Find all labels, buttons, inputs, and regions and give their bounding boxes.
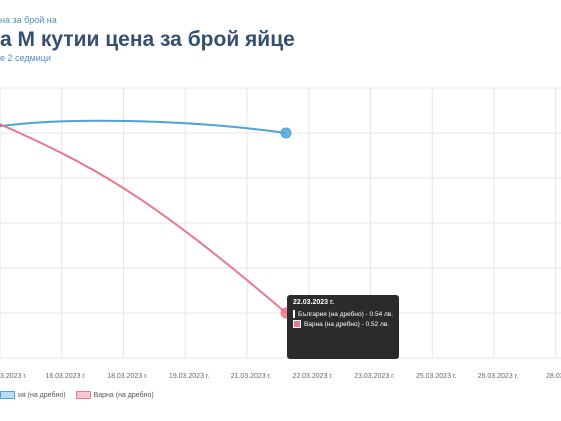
x-tick-label-7: 25.03.2023 г.	[416, 373, 457, 380]
tooltip-label-bulgaria: България (на дребно) - 0.54 лв.	[298, 310, 394, 318]
x-tick-label-4: 21.03.2023 г.	[231, 373, 272, 380]
x-tick-label-3: 19.03.2023 г.	[169, 373, 210, 380]
series-line-varna	[0, 123, 287, 314]
legend-swatch-varna	[75, 391, 91, 399]
legend-item-varna[interactable]: Варна (на дребно)	[75, 391, 154, 399]
tooltip-date: 22.03.2023 г.	[293, 299, 335, 306]
series-point-bulgaria	[280, 127, 292, 139]
x-tick-label-2: 18.03.2023 г.	[107, 373, 148, 380]
x-tick-label-0: 3.2023 г.	[0, 373, 27, 380]
legend-label-varna: Варна (на дребно)	[93, 391, 154, 399]
series-line-bulgaria	[0, 119, 287, 134]
x-tick-label-5: 22.03.2023 г.	[292, 373, 333, 380]
legend-swatch-bulgaria	[0, 391, 15, 399]
chart-pretitle: на за брой на	[0, 15, 57, 25]
x-tick-label-6: 23.03.2023 г.	[354, 373, 395, 380]
tooltip-swatch-varna	[293, 320, 301, 328]
chart-legend: ия (на дребно) Варна (на дребно)	[0, 391, 154, 399]
chart-subtitle: е 2 седмици	[0, 53, 51, 63]
tooltip-row-varna: Варна (на дребно) - 0.52 лв.	[293, 320, 393, 328]
chart-title: а М кутии цена за брой яйце	[0, 28, 295, 51]
tooltip-row-bulgaria: България (на дребно) - 0.54 лв.	[293, 310, 393, 318]
legend-item-bulgaria[interactable]: ия (на дребно)	[0, 391, 66, 399]
chart-tooltip: 22.03.2023 г. България (на дребно) - 0.5…	[287, 295, 399, 359]
x-tick-label-1: 16.03.2023 г.	[45, 373, 86, 380]
tooltip-swatch-bulgaria	[293, 310, 295, 318]
legend-label-bulgaria: ия (на дребно)	[18, 391, 66, 399]
x-tick-label-9: 28.03.20	[546, 373, 561, 380]
tooltip-label-varna: Варна (на дребно) - 0.52 лв.	[304, 320, 390, 328]
x-tick-label-8: 26.03.2023 г.	[478, 373, 519, 380]
